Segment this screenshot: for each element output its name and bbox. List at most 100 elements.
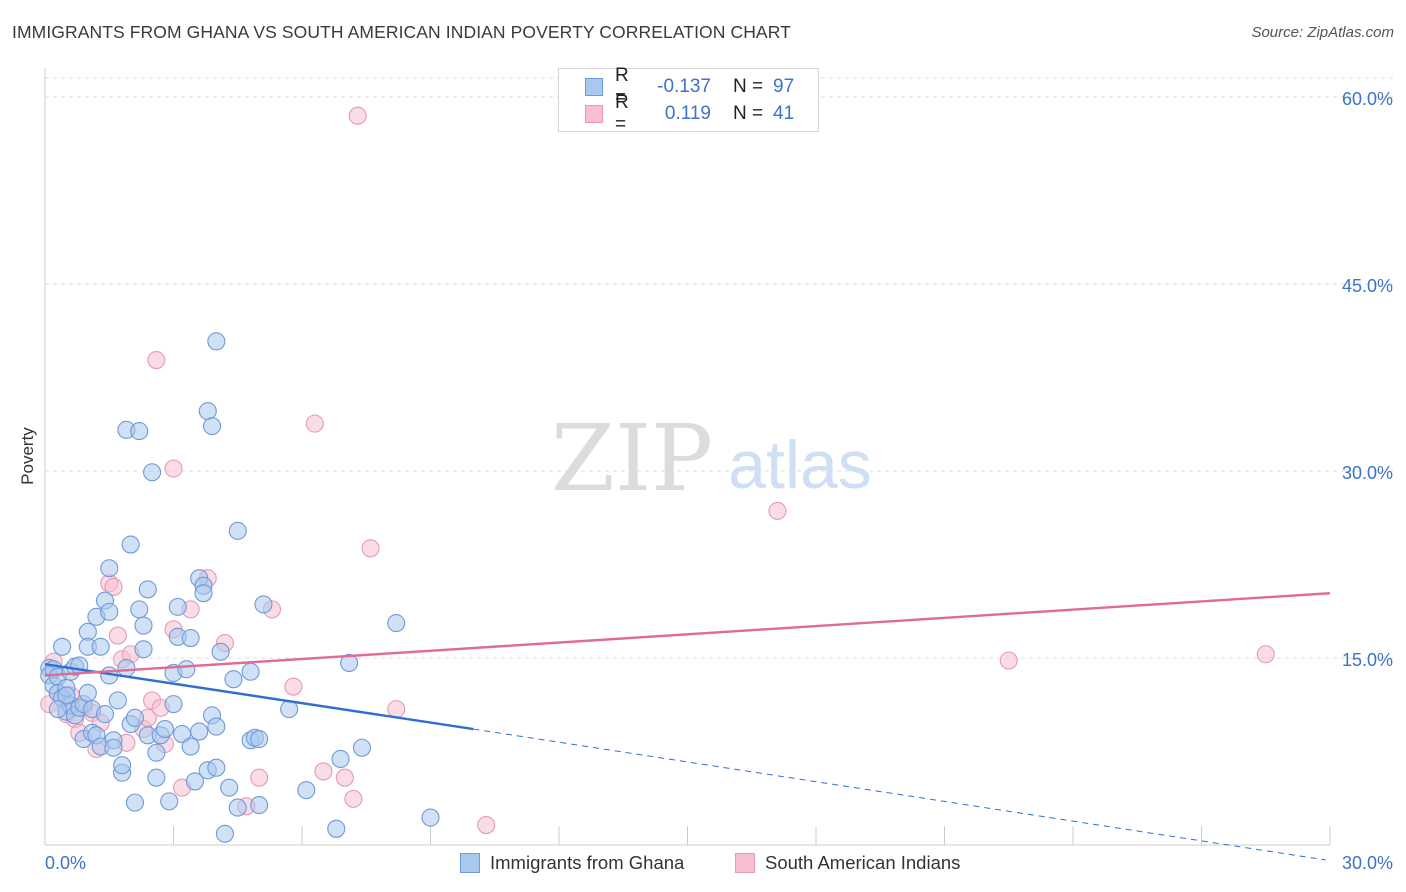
series-swatch-pink (735, 853, 755, 873)
point-immigrants-from-ghana (327, 819, 346, 838)
point-immigrants-from-ghana (207, 717, 226, 736)
point-south-american-indians (305, 414, 324, 433)
point-south-american-indians (104, 577, 123, 596)
point-south-american-indians (1256, 645, 1275, 664)
point-south-american-indians (348, 106, 367, 125)
point-south-american-indians (164, 459, 183, 478)
series-swatch-blue (460, 853, 480, 873)
point-immigrants-from-ghana (147, 768, 166, 787)
source-attribution: Source: ZipAtlas.com (1251, 24, 1394, 41)
legend-r-value: -0.137 (657, 76, 711, 97)
legend-r-value: 0.119 (664, 103, 711, 124)
legend-r-label: R = (615, 65, 629, 108)
point-immigrants-from-ghana (254, 595, 273, 614)
point-immigrants-from-ghana (147, 743, 166, 762)
point-immigrants-from-ghana (387, 614, 406, 633)
point-south-american-indians (387, 700, 406, 719)
series-legend-label: Immigrants from Ghana (490, 852, 685, 873)
y-axis-label: Poverty (18, 427, 37, 485)
point-immigrants-from-ghana (190, 722, 209, 741)
point-immigrants-from-ghana (125, 708, 144, 727)
point-immigrants-from-ghana (160, 792, 179, 811)
legend-swatch-pink (585, 105, 603, 123)
point-immigrants-from-ghana (138, 580, 157, 599)
point-immigrants-from-ghana (207, 332, 226, 351)
legend-n-value: 97 (773, 76, 795, 97)
legend-r-label: R = (615, 92, 629, 135)
point-immigrants-from-ghana (104, 738, 123, 757)
point-south-american-indians (147, 350, 166, 370)
axis-layer (44, 68, 1331, 846)
point-immigrants-from-ghana (228, 521, 247, 540)
point-south-american-indians (108, 626, 127, 645)
point-immigrants-from-ghana (168, 597, 187, 616)
point-immigrants-from-ghana (185, 772, 204, 791)
point-immigrants-from-ghana (130, 422, 149, 441)
point-immigrants-from-ghana (48, 700, 67, 719)
trendlines (44, 591, 1331, 861)
point-immigrants-from-ghana (125, 793, 144, 812)
point-immigrants-from-ghana (241, 662, 260, 681)
point-south-american-indians (999, 651, 1018, 670)
point-immigrants-from-ghana (207, 758, 226, 777)
point-immigrants-from-ghana (250, 796, 269, 815)
point-immigrants-from-ghana (211, 642, 230, 661)
x-tick-label: 0.0% (45, 853, 86, 873)
grid-layer (45, 77, 1393, 659)
point-immigrants-from-ghana (215, 824, 234, 843)
point-immigrants-from-ghana (155, 720, 174, 739)
point-immigrants-from-ghana (53, 637, 72, 656)
legend-n-label: N = (733, 103, 764, 124)
point-immigrants-from-ghana (134, 640, 153, 659)
point-immigrants-from-ghana (91, 637, 110, 656)
point-south-american-indians (361, 539, 380, 558)
x-tick-label: 30.0% (1342, 853, 1393, 873)
trendline-south-american-indians (44, 591, 1331, 677)
point-immigrants-from-ghana (130, 600, 149, 619)
point-south-american-indians (314, 762, 333, 781)
y-tick-label: 30.0% (1342, 463, 1393, 483)
point-immigrants-from-ghana (113, 756, 132, 775)
point-immigrants-from-ghana (421, 808, 440, 827)
chart-title: IMMIGRANTS FROM GHANA VS SOUTH AMERICAN … (12, 22, 791, 42)
watermark-zip: ZIP (551, 405, 713, 512)
point-immigrants-from-ghana (224, 670, 243, 689)
series-legend-label: South American Indians (765, 852, 961, 873)
point-immigrants-from-ghana (352, 738, 372, 757)
point-immigrants-from-ghana (78, 683, 97, 702)
y-tick-label: 15.0% (1342, 650, 1393, 670)
point-immigrants-from-ghana (250, 729, 269, 749)
point-south-american-indians (768, 501, 787, 520)
point-immigrants-from-ghana (181, 737, 200, 756)
point-immigrants-from-ghana (164, 695, 183, 714)
point-immigrants-from-ghana (134, 616, 153, 635)
point-immigrants-from-ghana (194, 584, 213, 603)
series-legend-ghana[interactable]: Immigrants from Ghana (460, 852, 684, 874)
correlation-legend: R = -0.137 N = 97 R = 0.119 N = 41 (558, 65, 819, 135)
point-immigrants-from-ghana (203, 417, 222, 436)
y-tick-label: 45.0% (1342, 276, 1393, 296)
point-immigrants-from-ghana (331, 749, 350, 769)
trendline-ghana-extension (473, 728, 1326, 861)
legend-row-south-american-indians: R = 0.119 N = 41 (585, 92, 795, 135)
legend-n-label: N = (733, 76, 764, 97)
legend-row-ghana: R = -0.137 N = 97 (585, 65, 795, 108)
point-south-american-indians (477, 816, 496, 835)
point-immigrants-from-ghana (228, 798, 247, 817)
point-immigrants-from-ghana (297, 781, 316, 800)
point-south-american-indians (284, 677, 303, 696)
y-tick-label: 60.0% (1342, 89, 1393, 109)
point-immigrants-from-ghana (177, 660, 196, 679)
series-legend-south-american-indians[interactable]: South American Indians (735, 852, 960, 874)
point-immigrants-from-ghana (121, 535, 140, 554)
point-south-american-indians (344, 789, 363, 808)
point-immigrants-from-ghana (340, 653, 359, 673)
legend-n-value: 41 (773, 103, 795, 124)
point-immigrants-from-ghana (220, 778, 239, 797)
point-immigrants-from-ghana (95, 705, 115, 724)
point-immigrants-from-ghana (100, 602, 119, 621)
trendline-ghana (44, 663, 474, 731)
watermark-atlas: atlas (728, 427, 872, 503)
point-immigrants-from-ghana (108, 691, 127, 710)
